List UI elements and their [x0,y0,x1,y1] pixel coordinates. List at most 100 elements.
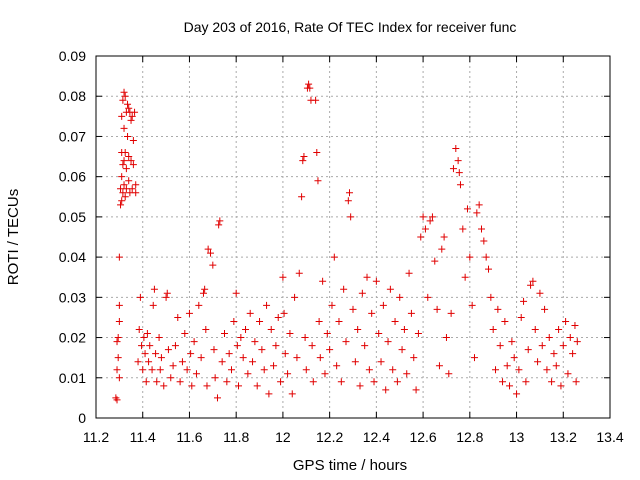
data-point [113,338,121,346]
y-tick-label: 0.08 [59,88,86,104]
data-point [326,346,334,354]
data-point [118,112,126,120]
data-point [531,326,539,334]
x-tick-label: 12.2 [316,429,343,445]
data-point [470,354,478,362]
data-point [187,350,195,358]
data-point [143,330,151,338]
data-point [215,221,223,229]
data-point [213,394,221,402]
data-point [232,289,240,297]
data-point [298,193,306,201]
data-point [149,301,157,309]
data-point [286,330,294,338]
data-point [319,277,327,285]
data-point [118,173,126,181]
data-point [447,309,455,317]
data-point [251,338,259,346]
data-point [132,189,140,197]
data-point [233,342,241,350]
y-tick-label: 0.05 [59,209,86,225]
data-point [463,205,471,213]
data-point [461,273,469,281]
data-point [503,362,511,370]
data-point [414,330,422,338]
data-point [375,330,383,338]
data-point [494,305,502,313]
data-point [340,285,348,293]
data-point [188,382,196,390]
data-point [328,301,336,309]
data-point [309,378,317,386]
data-point [124,100,132,108]
data-point [517,313,525,321]
data-point [127,116,135,124]
data-point [121,193,129,201]
data-point [407,309,415,317]
data-point [468,301,476,309]
data-point [538,342,546,350]
data-point [134,358,142,366]
data-point [400,326,408,334]
data-point [396,293,404,301]
data-point [384,338,392,346]
data-point [120,157,128,165]
data-point [403,370,411,378]
data-point [571,321,579,329]
data-point [129,136,137,144]
data-point [433,305,441,313]
data-point [351,358,359,366]
x-tick-label: 11.6 [176,429,202,445]
data-point [337,378,345,386]
data-point [372,277,380,285]
data-point [438,245,446,253]
y-tick-label: 0.09 [59,48,86,64]
data-point [121,92,129,100]
data-point [520,297,528,305]
data-point [293,354,301,362]
data-point [344,197,352,205]
data-point [174,313,182,321]
data-point [368,309,376,317]
data-point [195,301,203,309]
data-point [566,334,574,342]
data-point [124,132,132,140]
data-point [203,382,211,390]
data-point [128,112,136,120]
data-point [330,253,338,261]
data-point [424,293,432,301]
data-point [510,354,518,362]
data-point [218,358,226,366]
data-point [190,338,198,346]
data-point [265,390,273,398]
data-point [239,354,247,362]
data-point [349,305,357,313]
data-point [237,334,245,342]
data-point [267,326,275,334]
data-point [545,334,553,342]
data-point [132,181,140,189]
data-point [119,189,127,197]
data-point [120,88,128,96]
data-point [253,382,261,390]
data-point [398,346,406,354]
data-point [313,149,321,157]
x-axis-label: GPS time / hours [293,457,407,474]
data-point [281,350,289,358]
data-point [242,326,250,334]
x-tick-label: 13.4 [596,429,623,445]
data-point [393,378,401,386]
data-point [321,370,329,378]
data-point [391,317,399,325]
data-point [129,161,137,169]
data-point [473,209,481,217]
data-point [573,338,581,346]
data-point [466,253,474,261]
data-point [300,153,308,161]
data-point [370,378,378,386]
data-point [115,317,123,325]
data-point [302,366,310,374]
data-point [204,245,212,253]
data-point [515,366,523,374]
data-point [482,253,490,261]
